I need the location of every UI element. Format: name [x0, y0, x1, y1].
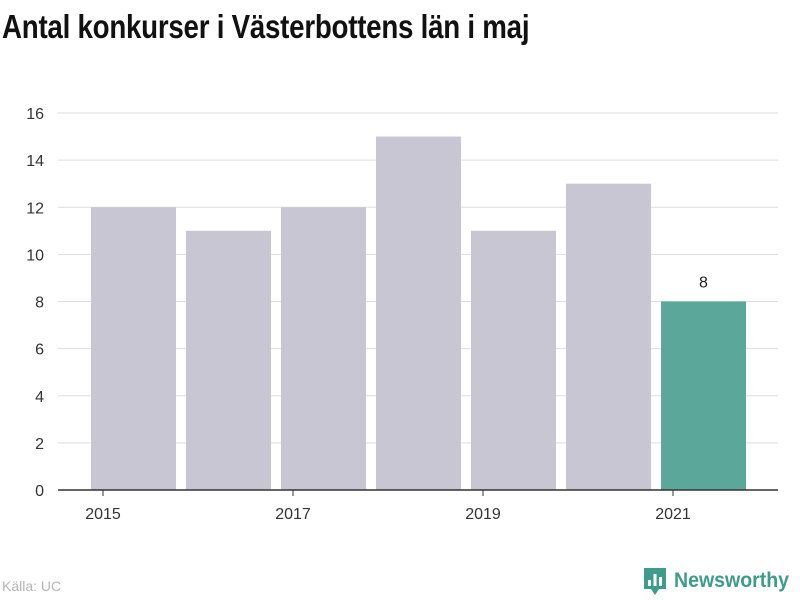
bar — [471, 230, 556, 490]
x-axis: 2015 2017 2019 2021 — [58, 489, 778, 523]
y-tick-label: 16 — [26, 106, 44, 123]
x-tick-label: 2021 — [655, 506, 691, 523]
bar — [91, 207, 176, 490]
bar — [186, 230, 271, 490]
brand-name: Newsworthy — [674, 569, 790, 592]
y-tick-label: 4 — [35, 389, 44, 406]
data-labels: 8 — [699, 275, 708, 292]
x-tick-label: 2019 — [465, 506, 501, 523]
bar — [566, 183, 651, 490]
bar — [281, 207, 366, 490]
y-tick-label: 8 — [35, 295, 44, 312]
y-tick-label: 6 — [35, 342, 44, 359]
bar-chart: 0 2 4 6 8 10 12 14 16 2015 2017 2019 2021 8 — [26, 106, 778, 523]
y-tick-label: 2 — [35, 436, 44, 453]
bars — [91, 136, 746, 490]
chart-title: Antal konkurser i Västerbottens län i ma… — [2, 8, 530, 45]
data-label: 8 — [699, 275, 708, 292]
newsworthy-logo-icon — [644, 568, 667, 595]
bar — [376, 136, 461, 490]
bar — [661, 301, 746, 490]
source-note: Källa: UC — [2, 578, 62, 594]
y-axis-ticks: 0 2 4 6 8 10 12 14 16 — [26, 106, 44, 500]
y-tick-label: 0 — [35, 483, 44, 500]
y-tick-label: 12 — [26, 200, 44, 217]
x-tick-label: 2015 — [85, 506, 121, 523]
brand: Newsworthy — [642, 566, 798, 596]
y-tick-label: 14 — [26, 153, 44, 170]
y-tick-label: 10 — [26, 247, 44, 264]
x-tick-label: 2017 — [275, 506, 311, 523]
